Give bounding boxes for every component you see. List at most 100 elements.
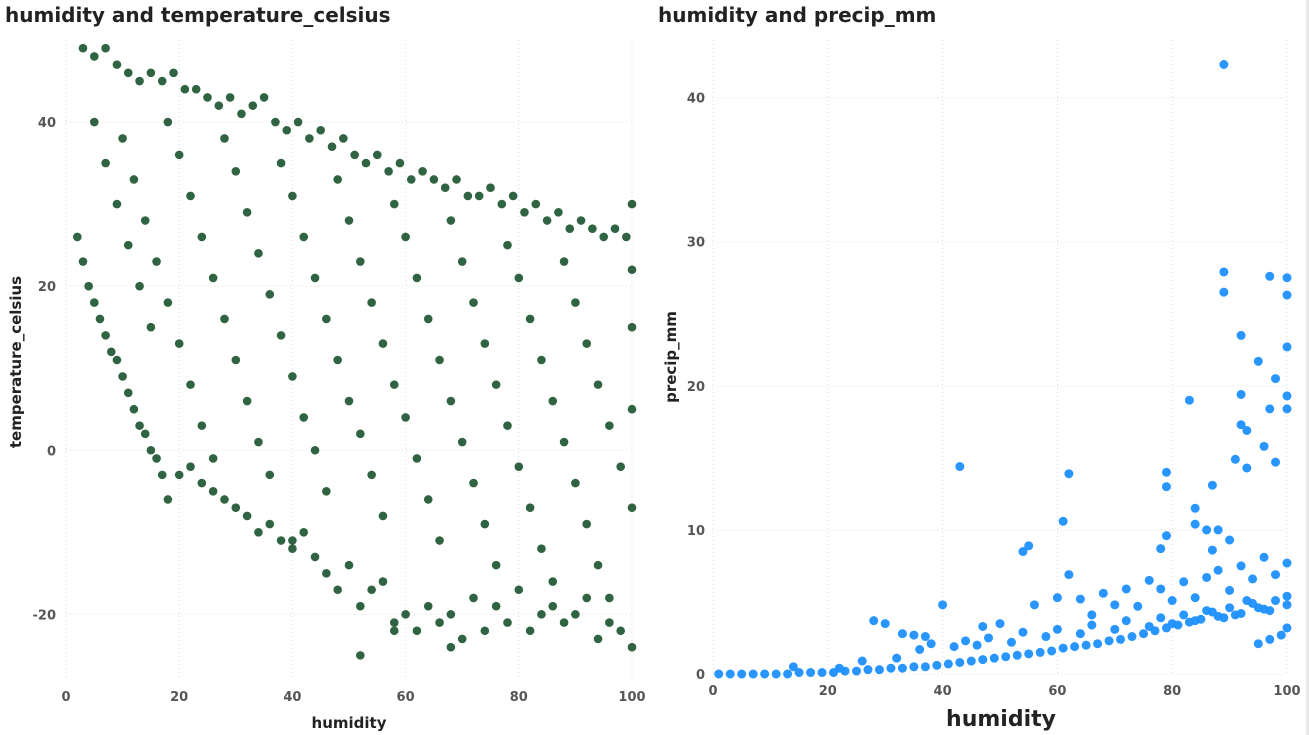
data-point[interactable] (1265, 634, 1275, 644)
data-point[interactable] (169, 68, 178, 78)
data-point[interactable] (1167, 619, 1177, 629)
data-point[interactable] (73, 232, 82, 242)
data-point[interactable] (1259, 552, 1269, 562)
data-point[interactable] (157, 76, 167, 86)
data-point[interactable] (531, 199, 541, 209)
data-point[interactable] (1236, 608, 1246, 618)
data-point[interactable] (265, 519, 275, 529)
data-point[interactable] (322, 486, 331, 496)
data-point[interactable] (1087, 610, 1097, 620)
data-point[interactable] (1024, 649, 1034, 659)
data-point[interactable] (1236, 561, 1246, 571)
data-point[interactable] (1271, 457, 1281, 467)
data-point[interactable] (463, 191, 473, 201)
data-point[interactable] (1184, 395, 1194, 405)
data-point[interactable] (920, 632, 930, 642)
data-point[interactable] (571, 478, 580, 488)
data-point[interactable] (174, 150, 184, 160)
data-point[interactable] (897, 629, 907, 639)
precip-scatter-panel[interactable]: 0 20 40 60 80 100 0 10 20 30 40 humidity precip_mm… (650, 0, 1309, 735)
data-point[interactable] (880, 619, 890, 629)
data-point[interactable] (514, 462, 524, 471)
data-point[interactable] (548, 601, 558, 611)
data-point[interactable] (486, 183, 495, 192)
data-point[interactable] (725, 669, 735, 679)
data-point[interactable] (248, 101, 258, 110)
data-point[interactable] (1282, 600, 1292, 610)
data-point[interactable] (203, 93, 212, 102)
data-point[interactable] (112, 199, 122, 209)
data-point[interactable] (926, 639, 936, 649)
data-point[interactable] (152, 257, 161, 266)
data-point[interactable] (457, 634, 467, 644)
data-point[interactable] (817, 668, 827, 678)
data-point[interactable] (140, 216, 150, 225)
data-point[interactable] (401, 232, 410, 242)
data-point[interactable] (559, 618, 569, 627)
data-point[interactable] (129, 175, 139, 184)
data-point[interactable] (78, 43, 88, 53)
data-point[interactable] (254, 249, 263, 258)
data-point[interactable] (1248, 598, 1258, 608)
data-point[interactable] (1190, 519, 1200, 529)
data-point[interactable] (288, 544, 297, 554)
data-point[interactable] (288, 191, 297, 201)
data-point[interactable] (1006, 637, 1016, 647)
data-point[interactable] (520, 208, 529, 217)
data-point[interactable] (361, 158, 371, 168)
data-point[interactable] (1242, 463, 1252, 473)
data-point[interactable] (571, 298, 580, 307)
data-point[interactable] (1265, 271, 1275, 281)
data-point[interactable] (276, 158, 286, 168)
data-point[interactable] (548, 577, 558, 586)
data-point[interactable] (242, 208, 252, 217)
data-point[interactable] (401, 413, 410, 422)
data-point[interactable] (412, 273, 422, 283)
data-point[interactable] (1064, 570, 1074, 580)
data-point[interactable] (995, 619, 1005, 629)
data-point[interactable] (869, 616, 879, 626)
data-point[interactable] (435, 536, 444, 545)
data-point[interactable] (783, 669, 793, 679)
data-point[interactable] (938, 600, 948, 610)
data-point[interactable] (605, 593, 614, 603)
data-point[interactable] (1075, 629, 1085, 639)
data-point[interactable] (220, 314, 229, 324)
data-point[interactable] (1121, 616, 1131, 626)
data-point[interactable] (788, 662, 798, 672)
data-point[interactable] (123, 240, 133, 250)
data-point[interactable] (208, 454, 218, 463)
data-point[interactable] (1070, 642, 1080, 652)
data-point[interactable] (480, 626, 490, 636)
data-point[interactable] (1213, 611, 1223, 621)
data-point[interactable] (886, 663, 896, 673)
data-point[interactable] (389, 199, 399, 209)
data-point[interactable] (616, 626, 625, 636)
data-point[interactable] (1202, 572, 1212, 582)
data-point[interactable] (966, 656, 976, 666)
data-point[interactable] (395, 158, 405, 168)
data-point[interactable] (254, 528, 263, 537)
data-point[interactable] (955, 462, 965, 472)
data-point[interactable] (1156, 613, 1166, 623)
data-point[interactable] (1052, 593, 1062, 603)
data-point[interactable] (892, 653, 902, 663)
data-point[interactable] (949, 642, 959, 652)
data-point[interactable] (316, 125, 326, 135)
data-point[interactable] (915, 645, 925, 655)
data-point[interactable] (1093, 639, 1103, 649)
data-point[interactable] (299, 232, 309, 242)
data-point[interactable] (242, 511, 252, 521)
data-point[interactable] (627, 265, 637, 275)
data-point[interactable] (373, 150, 382, 160)
data-point[interactable] (446, 642, 456, 652)
data-point[interactable] (288, 372, 297, 381)
data-point[interactable] (435, 618, 444, 627)
data-point[interactable] (84, 281, 93, 291)
data-point[interactable] (101, 331, 110, 340)
data-point[interactable] (180, 84, 190, 94)
data-point[interactable] (123, 388, 133, 398)
data-point[interactable] (582, 593, 592, 603)
data-point[interactable] (480, 339, 490, 348)
data-point[interactable] (220, 134, 229, 143)
